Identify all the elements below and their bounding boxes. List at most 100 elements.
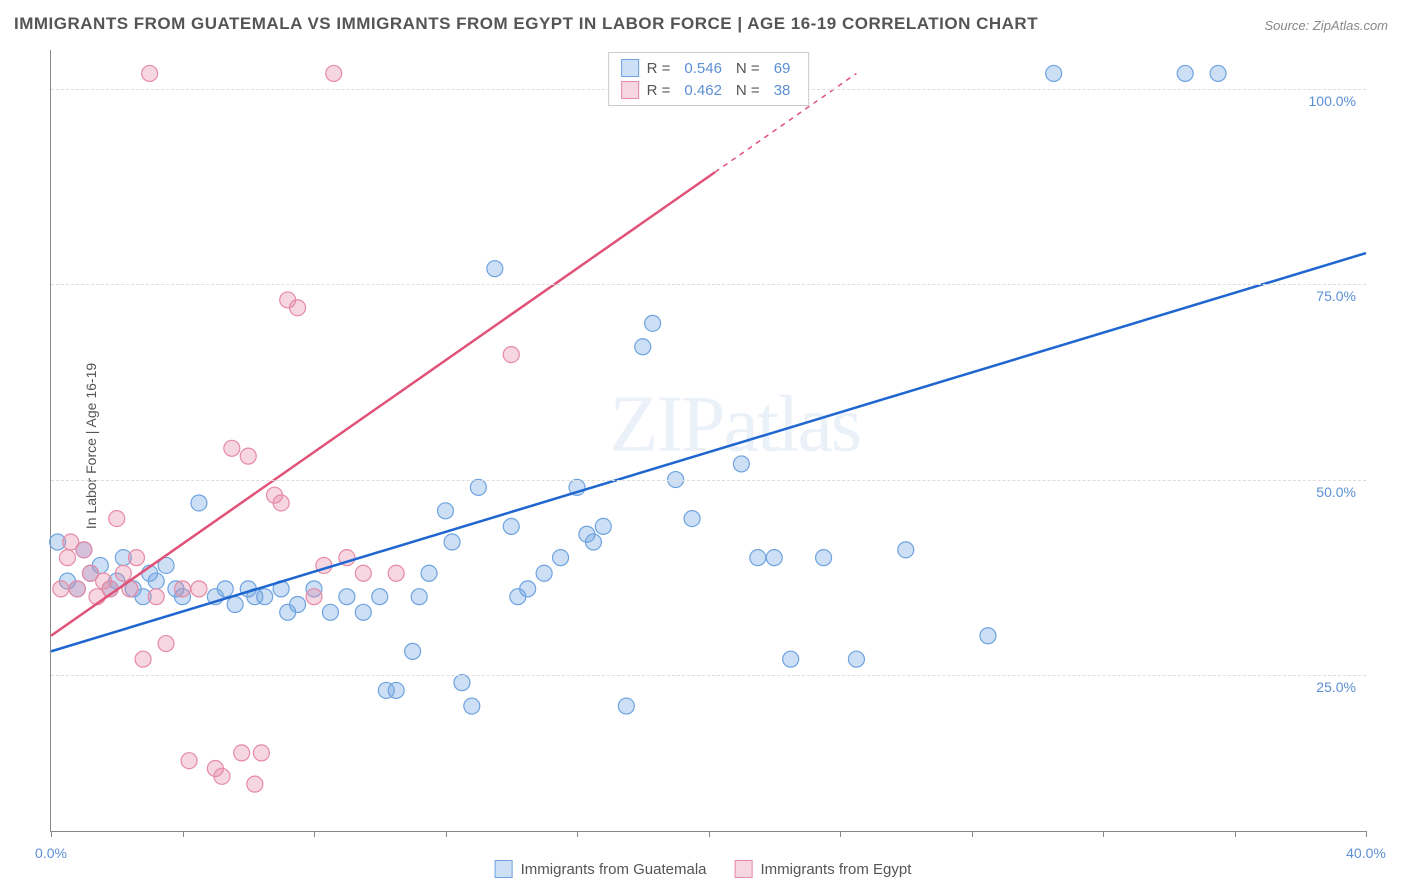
data-point xyxy=(135,651,151,667)
data-point xyxy=(411,589,427,605)
legend-item-egypt: Immigrants from Egypt xyxy=(735,860,912,878)
data-point xyxy=(503,518,519,534)
data-point xyxy=(217,581,233,597)
y-tick-label: 50.0% xyxy=(1316,484,1356,500)
data-point xyxy=(59,550,75,566)
x-tick xyxy=(709,831,710,837)
data-point xyxy=(227,597,243,613)
x-tick xyxy=(1235,831,1236,837)
bottom-legend: Immigrants from Guatemala Immigrants fro… xyxy=(495,860,912,878)
data-point xyxy=(158,636,174,652)
data-point xyxy=(214,768,230,784)
y-tick-label: 100.0% xyxy=(1309,93,1356,109)
data-point xyxy=(191,581,207,597)
stats-row-2: R = 0.462 N = 38 xyxy=(621,79,797,101)
gridline xyxy=(51,675,1366,676)
data-point xyxy=(898,542,914,558)
data-point xyxy=(109,511,125,527)
x-tick xyxy=(51,831,52,837)
x-tick xyxy=(840,831,841,837)
legend-swatch-egypt xyxy=(735,860,753,878)
y-tick-label: 25.0% xyxy=(1316,679,1356,695)
x-tick xyxy=(314,831,315,837)
data-point xyxy=(326,65,342,81)
data-point xyxy=(470,479,486,495)
data-point xyxy=(53,581,69,597)
x-tick-label: 0.0% xyxy=(35,845,67,861)
data-point xyxy=(234,745,250,761)
data-point xyxy=(69,581,85,597)
data-point xyxy=(848,651,864,667)
data-point xyxy=(553,550,569,566)
n-label-1: N = xyxy=(736,60,760,77)
data-point xyxy=(355,565,371,581)
data-point xyxy=(1177,65,1193,81)
data-point xyxy=(503,347,519,363)
r-label-1: R = xyxy=(647,60,671,77)
legend-swatch-guatemala xyxy=(495,860,513,878)
data-point xyxy=(247,776,263,792)
x-tick xyxy=(1103,831,1104,837)
data-point xyxy=(306,589,322,605)
gridline xyxy=(51,284,1366,285)
data-point xyxy=(148,573,164,589)
data-point xyxy=(224,440,240,456)
data-point xyxy=(181,753,197,769)
data-point xyxy=(635,339,651,355)
data-point xyxy=(766,550,782,566)
x-tick xyxy=(183,831,184,837)
data-point xyxy=(339,589,355,605)
data-point xyxy=(733,456,749,472)
chart-container: IMMIGRANTS FROM GUATEMALA VS IMMIGRANTS … xyxy=(0,0,1406,892)
data-point xyxy=(355,604,371,620)
x-tick xyxy=(577,831,578,837)
data-point xyxy=(128,550,144,566)
data-point xyxy=(191,495,207,511)
data-point xyxy=(595,518,611,534)
gridline xyxy=(51,480,1366,481)
r-label-2: R = xyxy=(647,82,671,99)
data-point xyxy=(438,503,454,519)
source-attribution: Source: ZipAtlas.com xyxy=(1264,18,1388,33)
swatch-egypt xyxy=(621,81,639,99)
r-value-1: 0.546 xyxy=(684,60,722,77)
legend-label-egypt: Immigrants from Egypt xyxy=(761,861,912,878)
r-value-2: 0.462 xyxy=(684,82,722,99)
data-point xyxy=(750,550,766,566)
regression-line xyxy=(51,172,715,636)
data-point xyxy=(257,589,273,605)
data-point xyxy=(253,745,269,761)
data-point xyxy=(454,675,470,691)
data-point xyxy=(464,698,480,714)
stats-legend-box: R = 0.546 N = 69 R = 0.462 N = 38 xyxy=(608,52,810,106)
data-point xyxy=(290,300,306,316)
n-value-1: 69 xyxy=(774,60,791,77)
data-point xyxy=(618,698,634,714)
data-point xyxy=(142,65,158,81)
x-tick xyxy=(972,831,973,837)
legend-item-guatemala: Immigrants from Guatemala xyxy=(495,860,707,878)
data-point xyxy=(1046,65,1062,81)
data-point xyxy=(322,604,338,620)
data-point xyxy=(816,550,832,566)
data-point xyxy=(388,682,404,698)
data-point xyxy=(76,542,92,558)
data-point xyxy=(273,495,289,511)
x-tick xyxy=(446,831,447,837)
data-point xyxy=(487,261,503,277)
data-point xyxy=(520,581,536,597)
stats-row-1: R = 0.546 N = 69 xyxy=(621,57,797,79)
data-point xyxy=(148,589,164,605)
data-point xyxy=(405,643,421,659)
data-point xyxy=(783,651,799,667)
plot-area: ZIPatlas R = 0.546 N = 69 R = 0.462 N = … xyxy=(50,50,1366,832)
plot-svg xyxy=(51,50,1366,831)
data-point xyxy=(536,565,552,581)
data-point xyxy=(388,565,404,581)
data-point xyxy=(585,534,601,550)
data-point xyxy=(1210,65,1226,81)
data-point xyxy=(421,565,437,581)
n-label-2: N = xyxy=(736,82,760,99)
chart-title: IMMIGRANTS FROM GUATEMALA VS IMMIGRANTS … xyxy=(14,14,1038,34)
data-point xyxy=(444,534,460,550)
